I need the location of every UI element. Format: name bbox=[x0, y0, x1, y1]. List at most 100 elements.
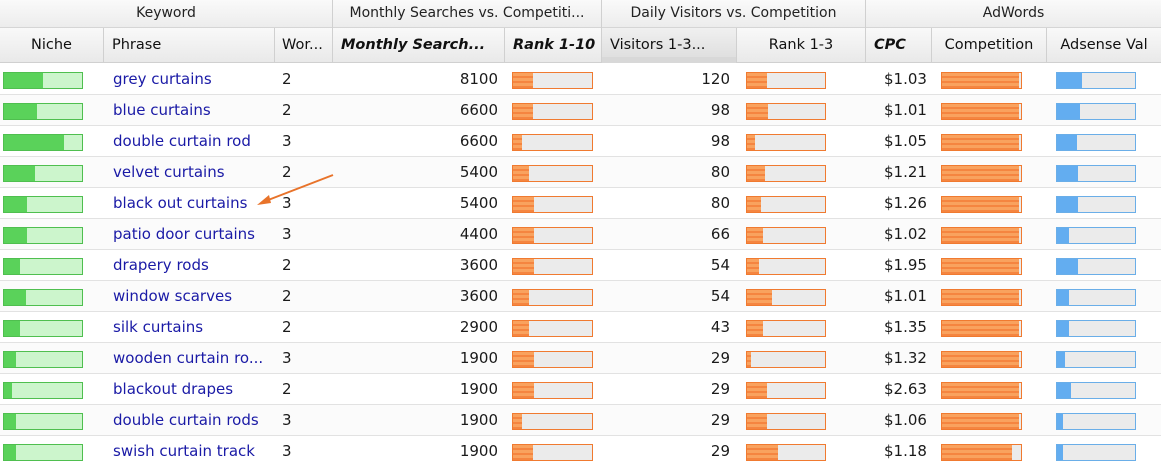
table-row[interactable]: patio door curtains 3 4400 66 $1.02 bbox=[0, 219, 1161, 250]
word-count: 2 bbox=[282, 380, 292, 398]
header-words[interactable]: Wor... bbox=[275, 28, 333, 63]
keyword-phrase-link[interactable]: swish curtain track bbox=[113, 442, 255, 460]
column-header-row: Niche Phrase Wor... Monthly Search... Ra… bbox=[0, 28, 1161, 63]
rank-1-3-bar bbox=[746, 196, 826, 213]
header-phrase[interactable]: Phrase bbox=[104, 28, 275, 63]
daily-visitors-value: 98 bbox=[710, 132, 730, 150]
cpc-value: $1.03 bbox=[884, 70, 927, 88]
word-count: 2 bbox=[282, 318, 292, 336]
table-row[interactable]: black out curtains 3 5400 80 $1.26 bbox=[0, 188, 1161, 219]
daily-visitors-value: 98 bbox=[710, 101, 730, 119]
word-count: 3 bbox=[282, 194, 292, 212]
competition-bar bbox=[941, 444, 1022, 461]
niche-bar bbox=[3, 351, 83, 368]
table-row[interactable]: double curtain rod 3 6600 98 $1.05 bbox=[0, 126, 1161, 157]
cpc-value: $1.95 bbox=[884, 256, 927, 274]
niche-bar bbox=[3, 382, 83, 399]
rank-1-10-bar bbox=[512, 444, 593, 461]
word-count: 2 bbox=[282, 163, 292, 181]
cpc-value: $1.01 bbox=[884, 101, 927, 119]
keyword-phrase-link[interactable]: blackout drapes bbox=[113, 380, 234, 398]
cpc-value: $1.26 bbox=[884, 194, 927, 212]
table-row[interactable]: double curtain rods 3 1900 29 $1.06 bbox=[0, 405, 1161, 436]
keyword-phrase-link[interactable]: black out curtains bbox=[113, 194, 248, 212]
adsense-value-bar bbox=[1056, 227, 1136, 244]
rank-1-3-bar bbox=[746, 320, 826, 337]
adsense-value-bar bbox=[1056, 413, 1136, 430]
daily-visitors-value: 66 bbox=[710, 225, 730, 243]
header-monthly-searches[interactable]: Monthly Search... bbox=[333, 28, 505, 63]
competition-bar bbox=[941, 227, 1022, 244]
monthly-searches-value: 2900 bbox=[459, 318, 498, 336]
rank-1-10-bar bbox=[512, 413, 593, 430]
keyword-phrase-link[interactable]: double curtain rod bbox=[113, 132, 251, 150]
table-row[interactable]: window scarves 2 3600 54 $1.01 bbox=[0, 281, 1161, 312]
header-cpc[interactable]: CPC bbox=[866, 28, 932, 63]
table-row[interactable]: blue curtains 2 6600 98 $1.01 bbox=[0, 95, 1161, 126]
table-row[interactable]: grey curtains 2 8100 120 $1.03 bbox=[0, 64, 1161, 95]
competition-bar bbox=[941, 289, 1022, 306]
table-row[interactable]: swish curtain track 3 1900 29 $1.18 bbox=[0, 436, 1161, 465]
keyword-phrase-link[interactable]: silk curtains bbox=[113, 318, 204, 336]
rank-1-10-bar bbox=[512, 320, 593, 337]
niche-bar bbox=[3, 134, 83, 151]
rank-1-10-bar bbox=[512, 258, 593, 275]
niche-bar bbox=[3, 165, 83, 182]
monthly-searches-value: 8100 bbox=[459, 70, 498, 88]
daily-visitors-value: 29 bbox=[710, 380, 730, 398]
niche-bar bbox=[3, 320, 83, 337]
rank-1-3-bar bbox=[746, 444, 826, 461]
monthly-searches-value: 1900 bbox=[459, 411, 498, 429]
keyword-phrase-link[interactable]: patio door curtains bbox=[113, 225, 256, 243]
keyword-phrase-link[interactable]: drapery rods bbox=[113, 256, 209, 274]
column-group-header: Keyword Monthly Searches vs. Competiti..… bbox=[0, 0, 1161, 28]
rank-1-10-bar bbox=[512, 134, 593, 151]
niche-bar bbox=[3, 413, 83, 430]
monthly-searches-value: 3600 bbox=[459, 287, 498, 305]
table-row[interactable]: velvet curtains 2 5400 80 $1.21 bbox=[0, 157, 1161, 188]
header-niche[interactable]: Niche bbox=[0, 28, 104, 63]
competition-bar bbox=[941, 72, 1022, 89]
rank-1-3-bar bbox=[746, 165, 826, 182]
competition-bar bbox=[941, 196, 1022, 213]
competition-bar bbox=[941, 413, 1022, 430]
keyword-phrase-link[interactable]: velvet curtains bbox=[113, 163, 225, 181]
niche-bar bbox=[3, 103, 83, 120]
header-rank-1-3[interactable]: Rank 1-3 bbox=[737, 28, 866, 63]
adsense-value-bar bbox=[1056, 351, 1136, 368]
header-adsense-value[interactable]: Adsense Val bbox=[1060, 37, 1148, 53]
daily-visitors-value: 29 bbox=[710, 349, 730, 367]
rank-1-3-bar bbox=[746, 72, 826, 89]
daily-visitors-value: 43 bbox=[710, 318, 730, 336]
niche-bar bbox=[3, 444, 83, 461]
keyword-phrase-link[interactable]: grey curtains bbox=[113, 70, 212, 88]
table-row[interactable]: blackout drapes 2 1900 29 $2.63 bbox=[0, 374, 1161, 405]
cpc-value: $1.02 bbox=[884, 225, 927, 243]
niche-bar bbox=[3, 289, 83, 306]
header-rank-1-10[interactable]: Rank 1-10 bbox=[505, 28, 602, 63]
rank-1-10-bar bbox=[512, 196, 593, 213]
keyword-phrase-link[interactable]: blue curtains bbox=[113, 101, 211, 119]
daily-visitors-value: 29 bbox=[710, 411, 730, 429]
cpc-value: $1.06 bbox=[884, 411, 927, 429]
keyword-phrase-link[interactable]: wooden curtain ro... bbox=[113, 349, 264, 367]
monthly-searches-value: 1900 bbox=[459, 442, 498, 460]
header-visitors[interactable]: Visitors 1-3... bbox=[602, 28, 737, 63]
table-row[interactable]: drapery rods 2 3600 54 $1.95 bbox=[0, 250, 1161, 281]
adsense-value-bar bbox=[1056, 72, 1136, 89]
header-competition[interactable]: Competition bbox=[932, 28, 1047, 63]
cpc-value: $1.05 bbox=[884, 132, 927, 150]
word-count: 3 bbox=[282, 442, 292, 460]
table-row[interactable]: silk curtains 2 2900 43 $1.35 bbox=[0, 312, 1161, 343]
monthly-searches-value: 6600 bbox=[459, 132, 498, 150]
adsense-value-bar bbox=[1056, 165, 1136, 182]
daily-visitors-value: 80 bbox=[710, 194, 730, 212]
competition-bar bbox=[941, 103, 1022, 120]
keyword-phrase-link[interactable]: window scarves bbox=[113, 287, 233, 305]
word-count: 3 bbox=[282, 411, 292, 429]
table-row[interactable]: wooden curtain ro... 3 1900 29 $1.32 bbox=[0, 343, 1161, 374]
rank-1-3-bar bbox=[746, 289, 826, 306]
keyword-phrase-link[interactable]: double curtain rods bbox=[113, 411, 259, 429]
word-count: 2 bbox=[282, 101, 292, 119]
niche-bar bbox=[3, 227, 83, 244]
